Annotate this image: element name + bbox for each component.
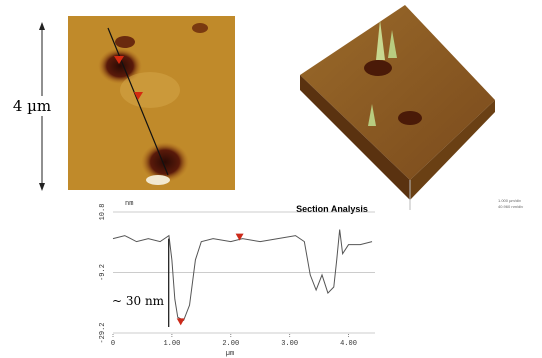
afm-3d-view: 1.000 µm/div 40.960 nm/div xyxy=(300,5,523,210)
afm-top-view xyxy=(68,16,235,190)
y-tick-label: -29.2 xyxy=(99,322,107,343)
scale-bar: 4 µm xyxy=(6,22,58,191)
x-tick-label: 4.00 xyxy=(340,340,357,348)
scan-info: 1.000 µm/div xyxy=(498,198,521,203)
arrow-head xyxy=(39,22,45,30)
depth-annotation: ~ 30 nm xyxy=(112,294,165,308)
cursor xyxy=(236,234,244,241)
spot xyxy=(115,36,135,48)
x-tick-label: 2.00 xyxy=(222,340,239,348)
x-unit: µm xyxy=(226,350,234,358)
spot xyxy=(120,72,180,108)
figure: 1.000 µm/div 40.960 nm/div 4 µm Section … xyxy=(0,0,542,358)
y-tick-label: -9.2 xyxy=(99,264,107,281)
scale-label: 4 µm xyxy=(13,97,51,115)
cursor xyxy=(177,318,185,325)
pit xyxy=(364,60,392,76)
spot xyxy=(192,23,208,33)
pit xyxy=(398,111,422,125)
scan-info: 40.960 nm/div xyxy=(498,204,523,209)
y-tick-label: 10.8 xyxy=(99,204,107,221)
arrow-head xyxy=(39,183,45,191)
y-unit: nm xyxy=(125,200,133,208)
surface xyxy=(300,5,495,180)
x-tick-label: 1.00 xyxy=(163,340,180,348)
chart-title: Section Analysis xyxy=(296,204,368,214)
x-tick-label: 3.00 xyxy=(281,340,298,348)
x-tick-label: 0 xyxy=(111,340,115,348)
spot xyxy=(146,175,170,185)
